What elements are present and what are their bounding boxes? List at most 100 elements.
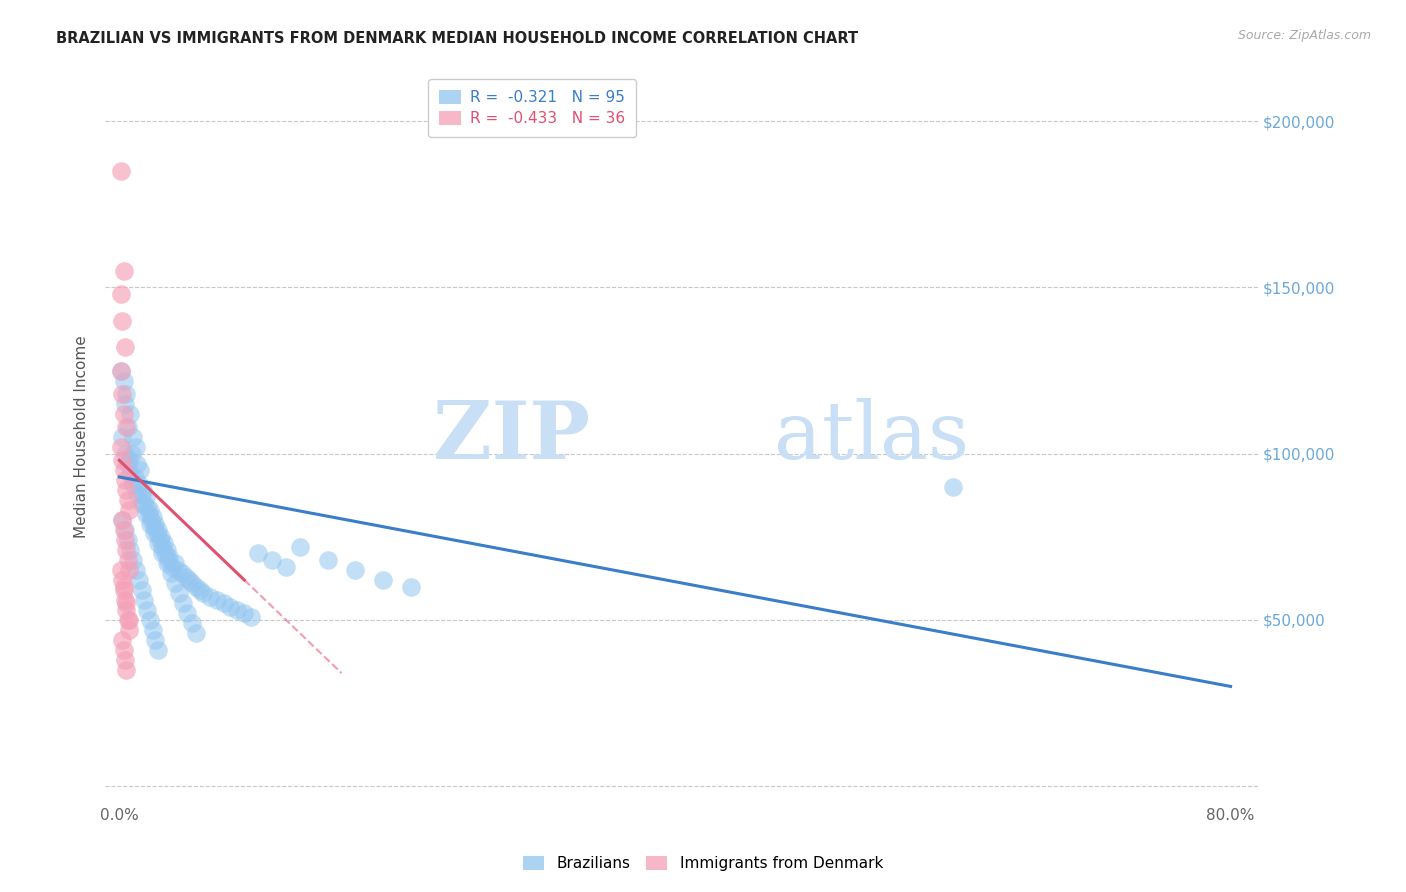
Point [143, 526, 166, 541]
Point [125, 440, 148, 454]
Point [111, 453, 134, 467]
Point [131, 582, 153, 597]
Point [114, 533, 136, 548]
Text: atlas: atlas [775, 398, 969, 476]
Point [115, 387, 138, 401]
Point [139, 516, 162, 531]
Point [111, 513, 134, 527]
Point [163, 557, 186, 571]
Point [344, 563, 367, 577]
Point [262, 553, 284, 567]
Point [117, 533, 139, 548]
Point [120, 467, 142, 481]
Text: BRAZILIAN VS IMMIGRANTS FROM DENMARK MEDIAN HOUSEHOLD INCOME CORRELATION CHART: BRAZILIAN VS IMMIGRANTS FROM DENMARK MED… [56, 31, 859, 46]
Point [188, 582, 211, 597]
Point [139, 503, 162, 517]
Point [118, 503, 141, 517]
Point [120, 407, 142, 421]
Point [122, 553, 145, 567]
Point [115, 603, 138, 617]
Point [155, 543, 177, 558]
Point [139, 613, 162, 627]
Point [115, 420, 138, 434]
Point [155, 557, 177, 571]
Point [111, 314, 134, 328]
Point [111, 513, 134, 527]
Point [134, 497, 156, 511]
Point [148, 643, 170, 657]
Point [112, 643, 135, 657]
Point [184, 626, 207, 640]
Point [166, 563, 188, 577]
Point [120, 543, 142, 558]
Point [110, 563, 132, 577]
Point [117, 553, 139, 567]
Point [156, 553, 179, 567]
Point [152, 540, 174, 554]
Point [157, 549, 180, 564]
Point [135, 490, 157, 504]
Point [112, 523, 135, 537]
Point [128, 476, 150, 491]
Point [159, 566, 181, 581]
Point [134, 593, 156, 607]
Point [219, 599, 242, 614]
Point [112, 582, 135, 597]
Point [110, 164, 132, 178]
Point [129, 463, 152, 477]
Point [114, 523, 136, 537]
Point [118, 563, 141, 577]
Point [143, 520, 166, 534]
Point [114, 447, 136, 461]
Point [205, 593, 228, 607]
Point [288, 540, 311, 554]
Text: Source: ZipAtlas.com: Source: ZipAtlas.com [1237, 29, 1371, 42]
Point [149, 533, 172, 548]
Point [114, 340, 136, 354]
Legend: R =  -0.321   N = 95, R =  -0.433   N = 36: R = -0.321 N = 95, R = -0.433 N = 36 [429, 79, 636, 136]
Point [167, 586, 190, 600]
Point [174, 570, 197, 584]
Point [117, 493, 139, 508]
Point [212, 596, 235, 610]
Point [118, 453, 141, 467]
Point [131, 486, 153, 500]
Point [148, 523, 170, 537]
Point [111, 632, 134, 647]
Point [163, 576, 186, 591]
Point [111, 430, 134, 444]
Point [110, 363, 132, 377]
Point [115, 483, 138, 498]
Point [316, 553, 339, 567]
Point [153, 546, 176, 560]
Point [160, 559, 183, 574]
Y-axis label: Median Household Income: Median Household Income [75, 335, 90, 539]
Point [136, 500, 159, 514]
Point [118, 613, 141, 627]
Point [226, 603, 249, 617]
Point [114, 653, 136, 667]
Point [112, 580, 135, 594]
Legend: Brazilians, Immigrants from Denmark: Brazilians, Immigrants from Denmark [517, 849, 889, 877]
Point [240, 609, 263, 624]
Point [115, 596, 138, 610]
Point [110, 440, 132, 454]
Point [122, 476, 145, 491]
Point [117, 420, 139, 434]
Point [128, 573, 150, 587]
Point [145, 516, 167, 531]
Point [148, 536, 170, 550]
Point [135, 507, 157, 521]
Point [124, 470, 146, 484]
Point [112, 264, 135, 278]
Point [127, 457, 149, 471]
Point [112, 463, 135, 477]
Point [142, 623, 165, 637]
Point [177, 573, 200, 587]
Point [117, 613, 139, 627]
Point [131, 497, 153, 511]
Point [111, 573, 134, 587]
Point [152, 546, 174, 560]
Point [121, 447, 143, 461]
Point [136, 603, 159, 617]
